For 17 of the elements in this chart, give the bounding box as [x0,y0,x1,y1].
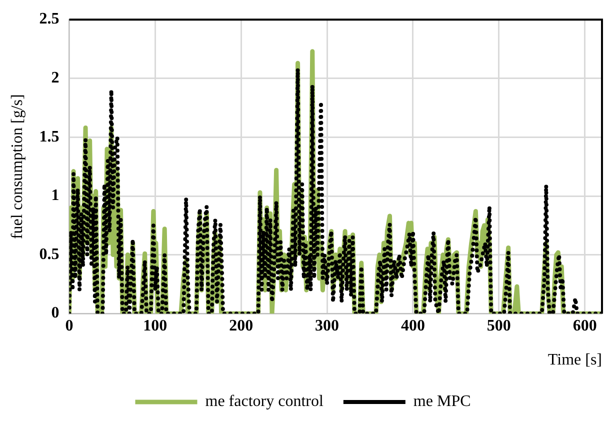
x-tick-label: 500 [486,317,511,334]
y-tick-label: 0 [51,304,60,322]
x-tick-label: 400 [400,317,425,334]
y-tick-label: 1 [51,187,60,204]
x-tick-label: 200 [229,317,254,334]
y-tick-label: 0.5 [39,246,60,263]
y-tick-label: 1.5 [39,128,60,146]
x-axis-title: Time [s] [548,352,602,369]
x-tick-label: 100 [143,317,168,334]
y-axis-title: fuel consumption [g/s] [8,94,26,240]
x-tick-label: 0 [65,317,74,334]
x-tick-label: 300 [315,317,340,334]
legend-label: me factory control [205,393,324,410]
y-tick-label: 2.5 [39,10,60,28]
y-tick-label: 2 [51,70,60,87]
x-tick-label: 600 [572,317,597,334]
legend-label: me MPC [413,393,471,410]
